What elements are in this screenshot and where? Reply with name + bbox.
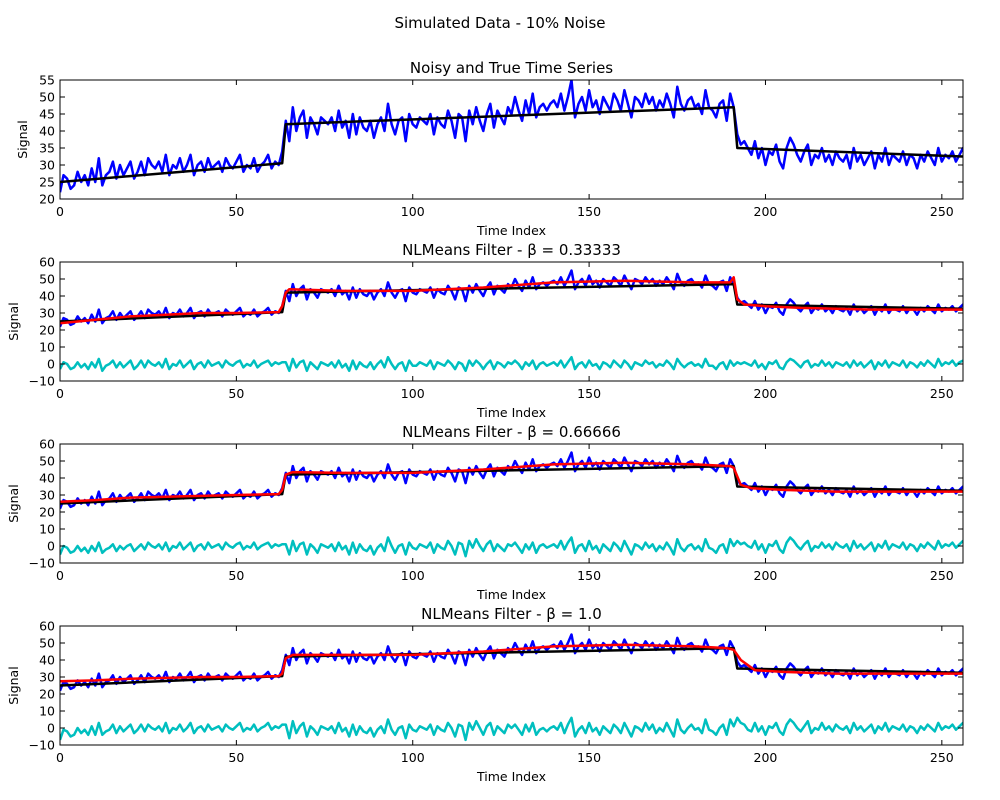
y-tick-label: 50 xyxy=(39,454,55,469)
x-axis-label: Time Index xyxy=(476,405,546,420)
y-tick-label: 40 xyxy=(39,289,55,304)
x-tick-label: 50 xyxy=(228,204,244,219)
x-axis-label: Time Index xyxy=(476,769,546,784)
subplot-title: NLMeans Filter - β = 0.66666 xyxy=(402,423,621,441)
y-tick-label: 40 xyxy=(39,471,55,486)
y-tick-label: 0 xyxy=(47,539,55,554)
axes-frame xyxy=(59,261,964,382)
y-tick-label: 60 xyxy=(39,255,55,270)
x-tick-label: 250 xyxy=(930,750,954,765)
y-axis-label: Signal xyxy=(6,666,21,704)
x-tick-label: 200 xyxy=(754,386,778,401)
y-tick-label: 40 xyxy=(39,653,55,668)
subplot-1: 0 50 100 150 200 250 20 25 30 35 40 45 50 55 Noisy and… xyxy=(15,59,964,238)
figure-title: Simulated Data - 10% Noise xyxy=(394,14,605,32)
x-tick-label: 200 xyxy=(754,750,778,765)
y-tick-label: 20 xyxy=(39,323,55,338)
series-group xyxy=(60,269,963,373)
x-tick-label: 50 xyxy=(228,750,244,765)
x-tick-label: 250 xyxy=(930,204,954,219)
y-axis-label: Signal xyxy=(15,120,30,158)
y-tick-label: 45 xyxy=(39,107,55,122)
y-tick-label: 10 xyxy=(39,522,55,537)
x-tick-label: 50 xyxy=(228,568,244,583)
subplot-title: Noisy and True Time Series xyxy=(410,59,613,77)
y-tick-label: 60 xyxy=(39,619,55,634)
subplot-title: NLMeans Filter - β = 0.33333 xyxy=(402,241,621,259)
y-tick-label: 30 xyxy=(39,488,55,503)
axes-frame xyxy=(59,625,964,746)
x-axis-label: Time Index xyxy=(476,223,546,238)
x-tick-label: 50 xyxy=(228,386,244,401)
y-tick-label: 20 xyxy=(39,687,55,702)
y-axis-label: Signal xyxy=(6,302,21,340)
y-tick-label: −10 xyxy=(29,556,55,571)
filtered-series-line xyxy=(60,276,963,325)
axes-frame xyxy=(59,443,964,564)
y-tick-label: 0 xyxy=(47,721,55,736)
x-tick-label: 0 xyxy=(56,204,64,219)
y-tick-label: 30 xyxy=(39,670,55,685)
y-tick-label: 50 xyxy=(39,636,55,651)
x-tick-label: 200 xyxy=(754,568,778,583)
x-tick-label: 250 xyxy=(930,386,954,401)
y-tick-label: 10 xyxy=(39,704,55,719)
series-group xyxy=(60,451,963,558)
x-tick-label: 150 xyxy=(577,386,601,401)
y-tick-label: 50 xyxy=(39,90,55,105)
y-tick-label: 10 xyxy=(39,340,55,355)
x-axis-label: Time Index xyxy=(476,587,546,602)
x-tick-label: 200 xyxy=(754,204,778,219)
y-tick-label: 50 xyxy=(39,272,55,287)
filtered-series-line xyxy=(60,461,963,504)
residual-series-line xyxy=(60,716,963,742)
axes-frame xyxy=(59,79,964,200)
series-group xyxy=(60,80,963,193)
y-tick-label: −10 xyxy=(29,374,55,389)
subplot-title: NLMeans Filter - β = 1.0 xyxy=(421,605,602,623)
x-tick-label: 100 xyxy=(401,750,425,765)
residual-series-line xyxy=(60,355,963,373)
x-tick-label: 100 xyxy=(401,386,425,401)
x-tick-label: 100 xyxy=(401,204,425,219)
x-tick-label: 250 xyxy=(930,568,954,583)
y-tick-label: 25 xyxy=(39,175,55,190)
y-axis-label: Signal xyxy=(6,484,21,522)
noisy-series-line xyxy=(60,80,963,193)
y-tick-label: 0 xyxy=(47,357,55,372)
y-tick-label: 40 xyxy=(39,124,55,139)
filtered-series-line xyxy=(60,643,963,683)
y-tick-label: 35 xyxy=(39,141,55,156)
x-tick-label: 0 xyxy=(56,750,64,765)
y-tick-label: 60 xyxy=(39,437,55,452)
x-tick-label: 100 xyxy=(401,568,425,583)
x-tick-label: 0 xyxy=(56,386,64,401)
y-tick-label: 30 xyxy=(39,158,55,173)
x-tick-label: 150 xyxy=(577,750,601,765)
residual-series-line xyxy=(60,536,963,558)
true-series-line xyxy=(60,105,963,184)
y-tick-label: −10 xyxy=(29,738,55,753)
y-tick-label: 30 xyxy=(39,306,55,321)
x-tick-label: 150 xyxy=(577,568,601,583)
series-group xyxy=(60,633,963,742)
x-tick-label: 0 xyxy=(56,568,64,583)
x-tick-label: 150 xyxy=(577,204,601,219)
y-tick-label: 55 xyxy=(39,73,55,88)
y-tick-label: 20 xyxy=(39,505,55,520)
y-tick-label: 20 xyxy=(39,192,55,207)
